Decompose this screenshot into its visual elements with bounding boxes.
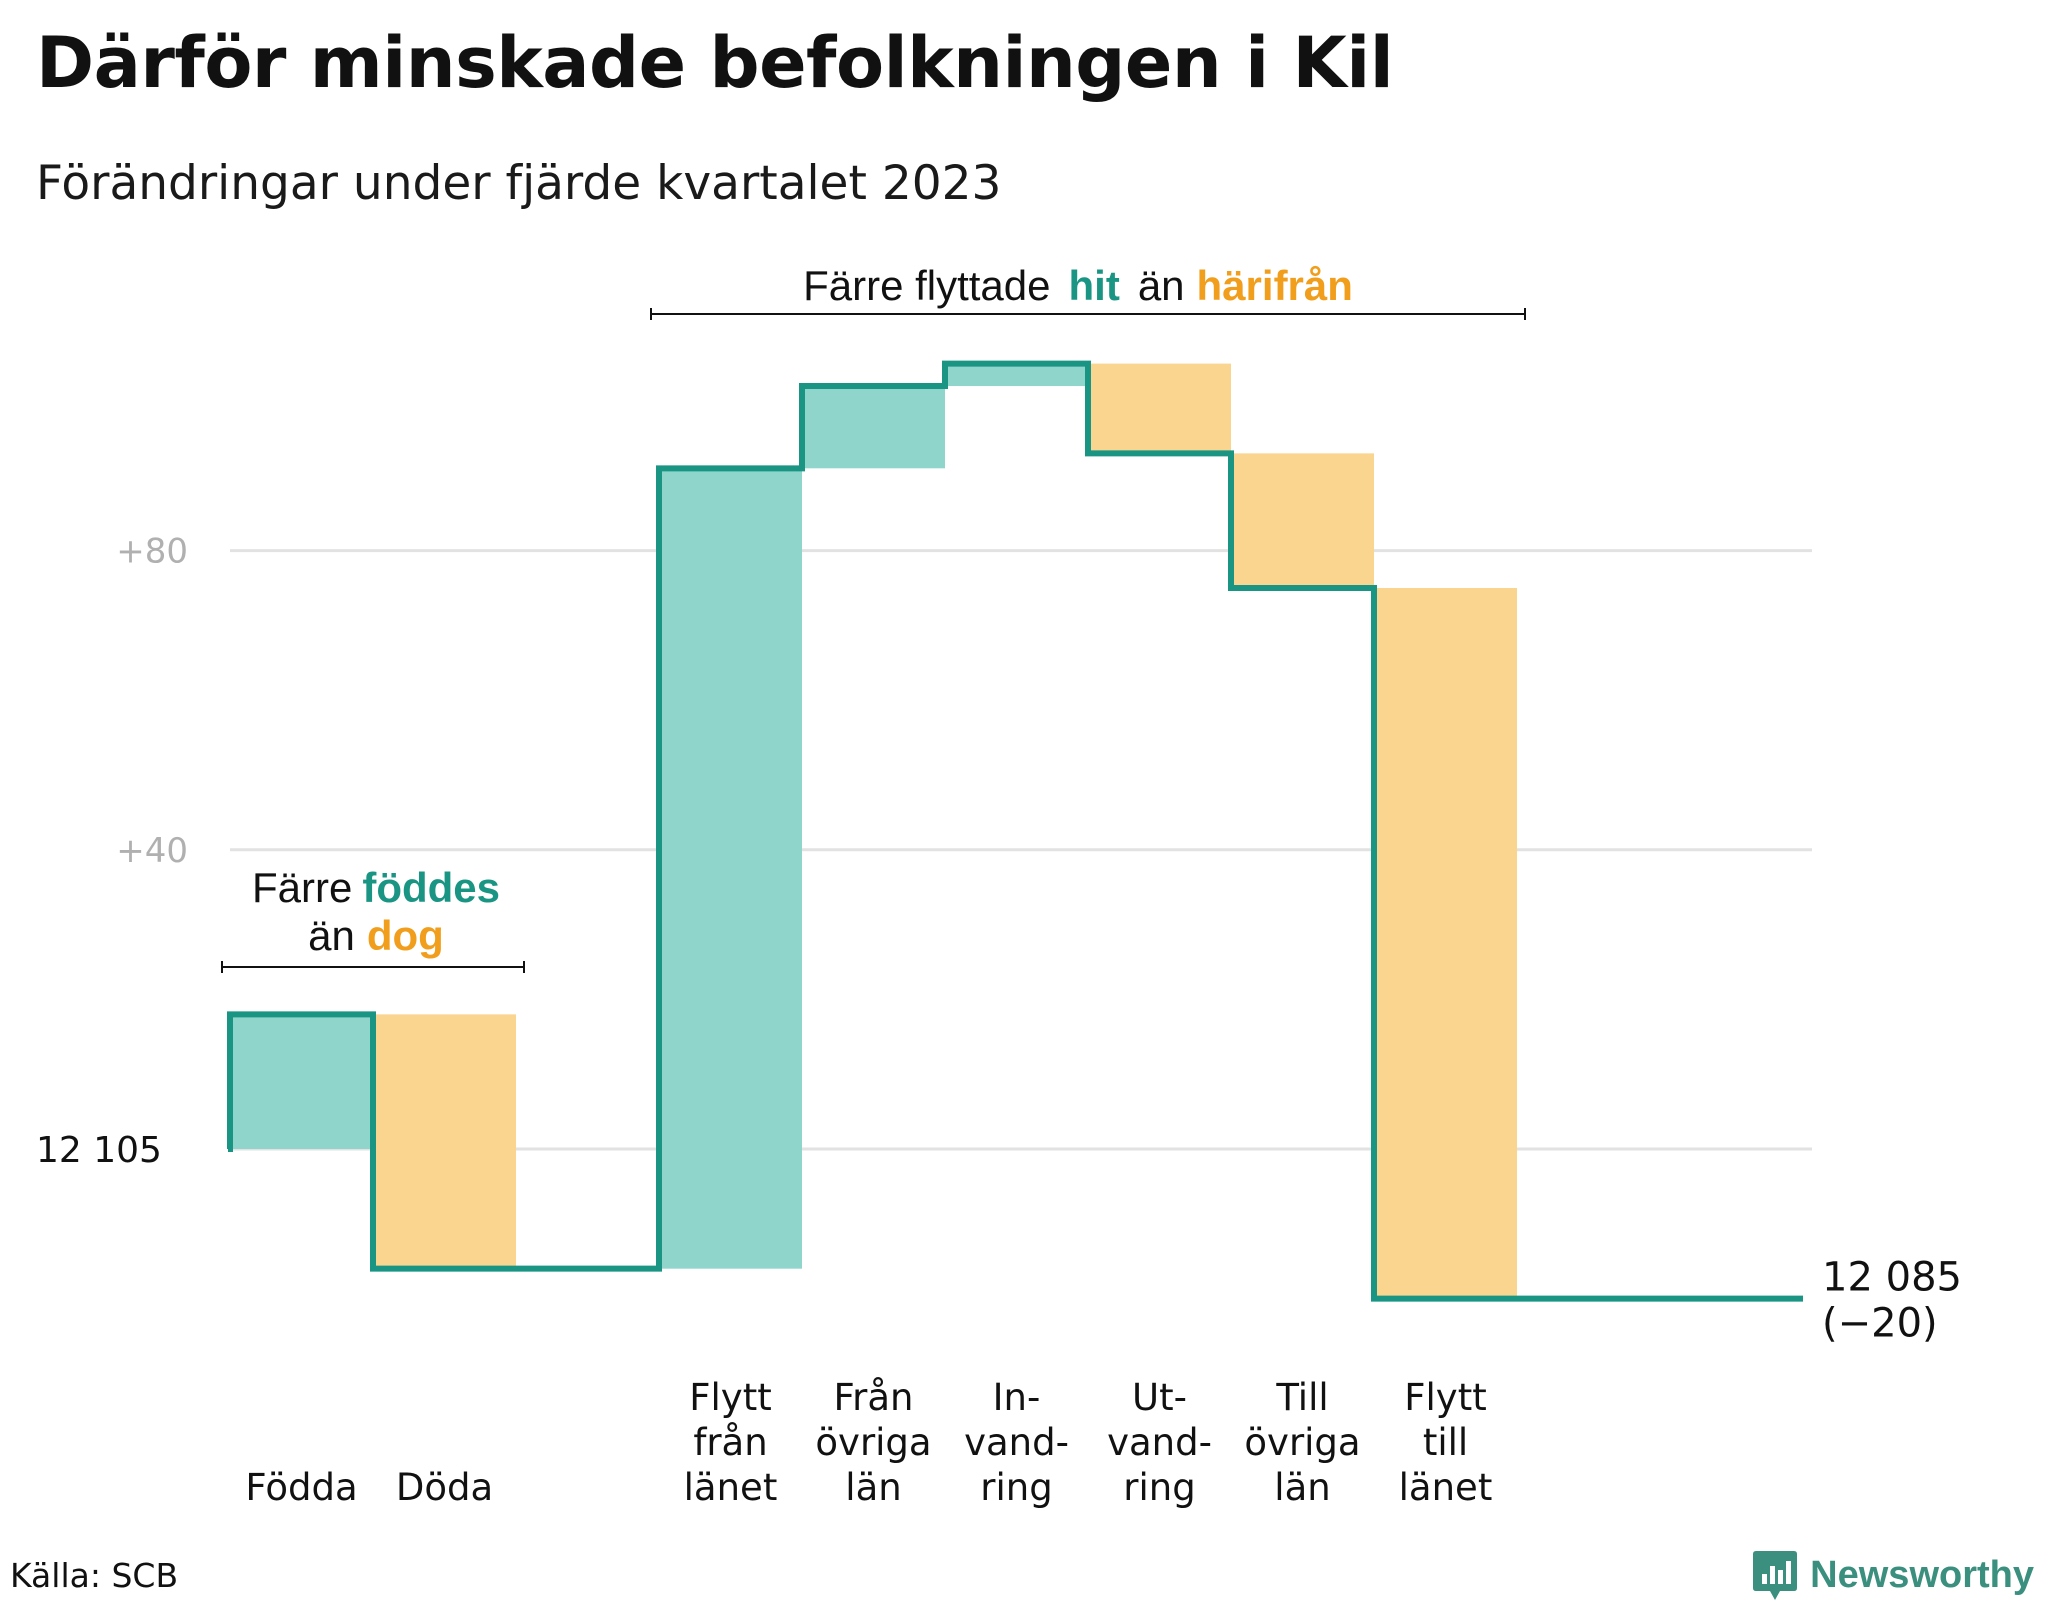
category-label: ring [980, 1466, 1052, 1509]
category-label: vand- [1107, 1421, 1212, 1464]
category-label: länet [1399, 1466, 1493, 1509]
source-note: Källa: SCB [10, 1556, 179, 1595]
annotation-births-text1: Färre [252, 864, 352, 911]
annotation-births-line1: Färre föddes [252, 864, 500, 911]
final-value-label: 12 085 [1822, 1255, 1962, 1301]
decrease-bar [373, 1014, 516, 1269]
decrease-bar [1231, 453, 1374, 588]
category-label: Födda [245, 1466, 357, 1509]
annotation-moves-text1: Färre flyttade [803, 262, 1050, 309]
chart-subtitle: Förändringar under fjärde kvartalet 2023 [36, 156, 1002, 211]
newsworthy-logo-icon [1753, 1551, 1798, 1600]
category-label: till [1423, 1421, 1468, 1464]
bar-layer [230, 363, 1517, 1299]
annotation-births-text2: än [308, 912, 355, 959]
population-step-line [227, 360, 1803, 1302]
annotation-moves-highlight2: härifrån [1197, 262, 1353, 309]
brand-logo: Newsworthy [1752, 1548, 2034, 1602]
baseline-label: 12 105 [36, 1130, 162, 1171]
category-label: Till [1275, 1376, 1328, 1419]
y-tick-label: +80 [116, 532, 188, 572]
increase-bar [659, 468, 802, 1269]
decrease-bar [1088, 363, 1231, 454]
category-label: Döda [396, 1466, 493, 1509]
chart-title: Därför minskade befolkningen i Kil [36, 22, 1394, 104]
category-label: In- [993, 1376, 1041, 1419]
category-label: Från [834, 1376, 914, 1419]
annotation-births: Färre föddes än dog [221, 864, 525, 973]
annotation-moves-bracket [650, 308, 1526, 320]
annotation-births-bracket [221, 961, 525, 973]
grid-layer: +80 +40 [116, 532, 1812, 1151]
category-label: ring [1123, 1466, 1195, 1509]
increase-bar [945, 363, 1088, 387]
brand-name: Newsworthy [1810, 1553, 2034, 1596]
category-label: övriga [1244, 1421, 1360, 1464]
annotation-moves: Färre flyttade hit än härifrån [650, 262, 1526, 320]
annotation-births-highlight1: föddes [362, 864, 500, 911]
decrease-bar [1374, 588, 1517, 1299]
category-label: län [1274, 1466, 1330, 1509]
y-tick-label: +40 [116, 831, 188, 871]
category-label: län [845, 1466, 901, 1509]
category-label: vand- [964, 1421, 1069, 1464]
category-label: övriga [815, 1421, 931, 1464]
annotation-moves-text: Färre flyttade hit än härifrån [803, 262, 1353, 309]
annotation-births-highlight2: dog [367, 912, 444, 959]
annotation-moves-text2: än [1138, 262, 1185, 309]
line-layer [227, 360, 1803, 1302]
category-label: Ut- [1132, 1376, 1187, 1419]
category-label: Flytt [1404, 1376, 1486, 1419]
annotation-moves-highlight1: hit [1069, 262, 1120, 309]
increase-bar [230, 1014, 373, 1149]
increase-bar [802, 386, 945, 469]
category-label: Flytt [689, 1376, 771, 1419]
final-change-label: (−20) [1822, 1301, 1938, 1347]
category-label: länet [684, 1466, 778, 1509]
annotation-births-line2: än dog [308, 912, 444, 959]
category-label: från [693, 1421, 767, 1464]
